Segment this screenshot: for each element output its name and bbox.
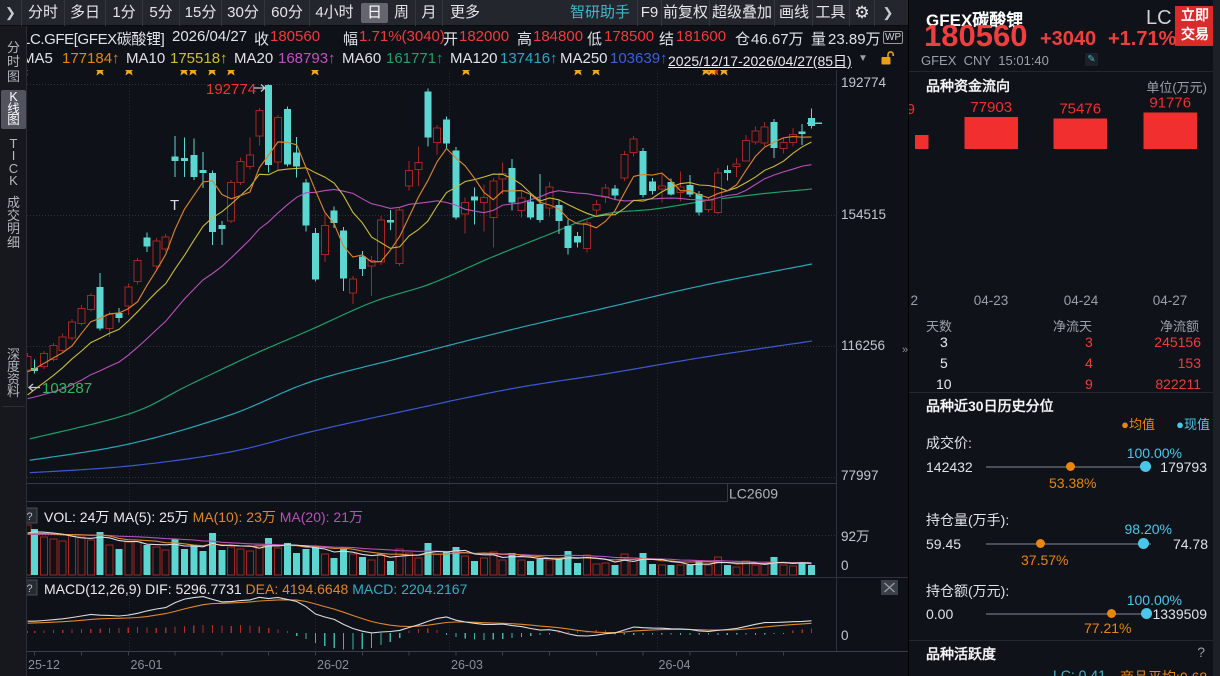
svg-text:VOL: 24万 MA(5): 25万 MA(10):: VOL: 24万 MA(5): 25万 MA(10): 23万 MA(20): … [44,509,363,525]
svg-text:04-27: 04-27 [1153,293,1188,308]
svg-text:9: 9 [909,101,915,118]
svg-text:154515: 154515 [841,207,886,222]
svg-text:26-02: 26-02 [317,658,349,672]
svg-text:92万: 92万 [841,529,870,544]
svg-text:LC2609: LC2609 [729,486,778,502]
svg-text:26-04: 26-04 [659,658,691,672]
svg-text:77997: 77997 [841,468,879,483]
svg-text:91776: 91776 [1149,95,1191,112]
svg-text:MACD(12,26,9) DIF: 5296.7731: MACD(12,26,9) DIF: 5296.7731 DEA: 4194.6… [44,581,468,597]
svg-text:?: ? [27,511,33,523]
svg-text:2: 2 [910,293,918,308]
svg-text:?: ? [27,583,33,595]
svg-text:192774: 192774 [841,75,887,90]
svg-text:04-23: 04-23 [974,293,1009,308]
svg-text:26-03: 26-03 [451,658,483,672]
svg-text:75476: 75476 [1059,101,1101,118]
svg-text:04-24: 04-24 [1064,293,1099,308]
svg-text:192774: 192774 [206,81,256,98]
svg-text:116256: 116256 [841,338,885,353]
svg-text:0: 0 [841,628,849,643]
svg-text:T: T [170,197,179,214]
svg-text:0: 0 [841,558,849,573]
svg-text:77903: 77903 [970,99,1012,116]
svg-text:25-12: 25-12 [28,658,60,672]
svg-text:103287: 103287 [42,380,92,397]
svg-text:26-01: 26-01 [131,658,163,672]
